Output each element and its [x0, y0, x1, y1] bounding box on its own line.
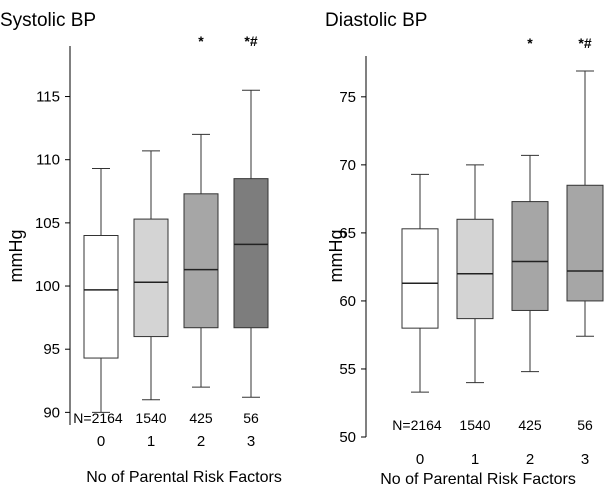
- box-1: [456, 218, 494, 320]
- count-label: 56: [577, 417, 593, 433]
- x-tick-label: 2: [526, 451, 534, 468]
- y-tick-label: 95: [43, 341, 60, 358]
- count-label: N=2164: [392, 417, 442, 433]
- y-tick-label: 115: [36, 89, 60, 106]
- y-axis-label: mmHg: [326, 230, 346, 283]
- count-label: 1540: [135, 410, 166, 426]
- count-label: N=2164: [73, 410, 123, 426]
- box-3: [566, 184, 604, 302]
- x-axis-label: No of Parental Risk Factors: [380, 471, 576, 488]
- chart-title: Systolic BP: [0, 10, 96, 31]
- y-tick-label: 70: [339, 157, 356, 174]
- count-label: 425: [189, 410, 213, 426]
- count-label: 425: [518, 417, 542, 433]
- x-tick-label: 0: [416, 451, 424, 468]
- count-label: 56: [243, 410, 259, 426]
- y-tick-label: 90: [43, 404, 60, 421]
- y-tick-label: 50: [339, 429, 356, 446]
- x-tick-label: 3: [247, 433, 255, 450]
- x-tick-label: 3: [581, 451, 589, 468]
- box-0: [401, 228, 439, 329]
- box-2: [183, 193, 219, 329]
- y-tick-label: 110: [36, 152, 60, 169]
- y-tick-label: 100: [35, 278, 60, 295]
- y-tick-label: 65: [339, 225, 356, 242]
- x-tick-label: 1: [471, 451, 479, 468]
- box-2: [511, 201, 549, 311]
- x-tick-label: 2: [197, 433, 205, 450]
- y-tick-label: 75: [339, 89, 356, 106]
- chart-title: Diastolic BP: [325, 10, 427, 31]
- significance-marker: *#: [578, 35, 591, 51]
- x-tick-label: 0: [97, 433, 105, 450]
- significance-marker: *: [198, 33, 204, 49]
- x-tick-label: 1: [147, 433, 155, 450]
- y-tick-label: 105: [35, 215, 60, 232]
- significance-marker: *#: [244, 33, 257, 49]
- x-axis-label: No of Parental Risk Factors: [86, 469, 282, 486]
- box-0: [83, 235, 119, 359]
- diastolic-bp-panel: Diastolic BP mmHg No of Parental Risk Fa…: [325, 10, 604, 488]
- box-1: [133, 218, 169, 338]
- y-axis-label: mmHg: [6, 230, 26, 283]
- significance-marker: *: [527, 35, 533, 51]
- box-3: [233, 178, 269, 329]
- count-label: 1540: [459, 417, 490, 433]
- systolic-bp-panel: Systolic BP mmHg No of Parental Risk Fac…: [0, 10, 282, 486]
- y-tick-label: 55: [339, 361, 356, 378]
- y-tick-label: 60: [339, 293, 356, 310]
